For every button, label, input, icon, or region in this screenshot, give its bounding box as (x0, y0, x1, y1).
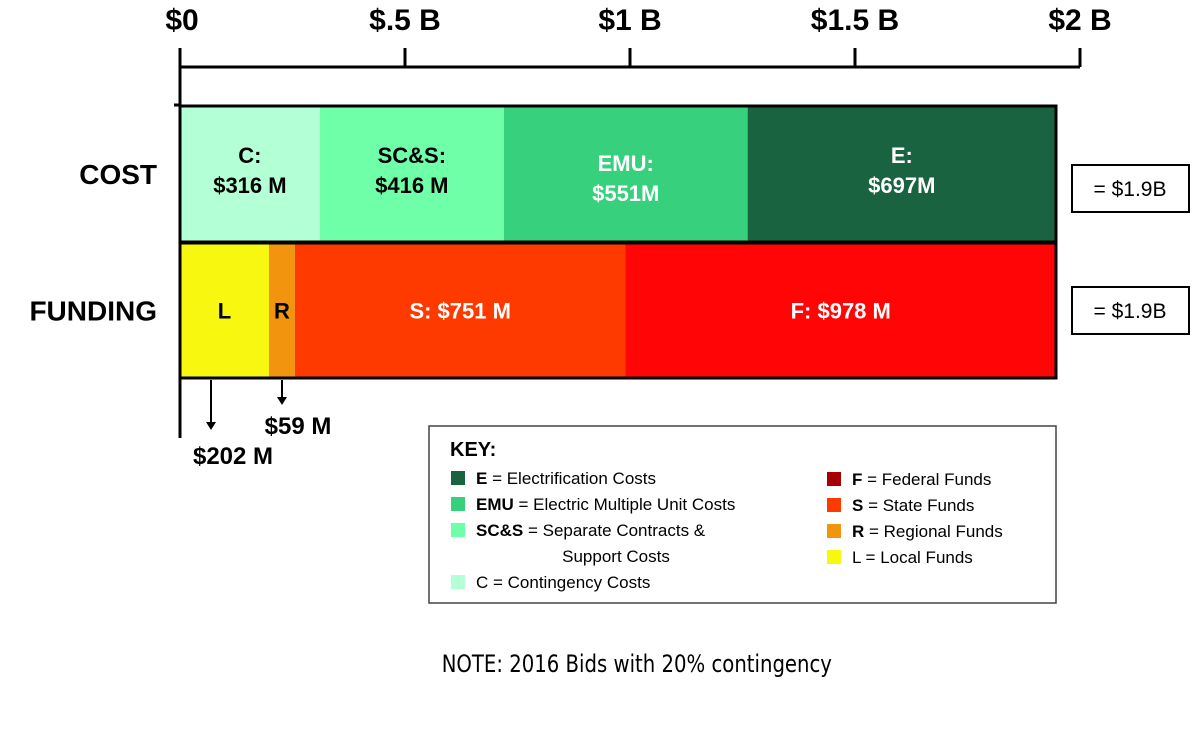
bar-segment-label: SC&S: (378, 143, 446, 168)
total-label: = $1.9B (1094, 300, 1167, 323)
key-swatch (451, 575, 465, 589)
row-totals: = $1.9B = $1.9B (1071, 164, 1190, 335)
bar-segment (180, 106, 320, 242)
key-swatch (827, 550, 841, 564)
bar-segment-label: L (218, 299, 231, 324)
key-item-label: R = Regional Funds (852, 522, 1003, 541)
bar-segment (180, 243, 269, 378)
stacked-bars: COST C: $316 M SC&S: $416 M EMU: $551M E: $697M F… (29, 104, 1058, 380)
x-tick-label: $0 (165, 4, 198, 37)
key-item-abbr: F (852, 470, 862, 489)
row-label: COST (79, 159, 157, 190)
key-swatch (451, 471, 465, 485)
key-item-abbr: EMU (476, 495, 514, 514)
key-swatch (451, 523, 465, 537)
annotation-arrowhead (277, 397, 287, 405)
key-item-text: = Electric Multiple Unit Costs (514, 495, 736, 514)
legend-key: KEY: E = Electrification Costs EMU = Elect… (428, 425, 1057, 604)
key-item-label: E = Electrification Costs (476, 469, 656, 488)
key-item-text: C = Contingency Costs (476, 573, 650, 592)
x-tick-label: $.5 B (369, 4, 441, 37)
key-swatch (827, 472, 841, 486)
x-tick-label: $1 B (598, 4, 661, 37)
bar-outline (178, 241, 1058, 380)
key-box (428, 425, 1057, 604)
key-swatch (451, 497, 465, 511)
key-item-label: S = State Funds (852, 496, 974, 515)
x-axis: $0 $.5 B $1 B $1.5 B $2 B (165, 4, 1112, 438)
x-tick-label: $1.5 B (811, 4, 899, 37)
bar-segment-label: R (274, 299, 290, 324)
key-item-abbr: R (852, 522, 864, 541)
x-tick-label: $2 B (1048, 4, 1111, 37)
key-item-abbr: E (476, 469, 487, 488)
bar-segment-label: C: (238, 143, 261, 168)
key-item-text: = Electrification Costs (487, 469, 656, 488)
key-item-text: = Separate Contracts & (523, 521, 706, 540)
bar-segment (268, 243, 295, 378)
key-swatch (827, 524, 841, 538)
key-item-text: = Regional Funds (864, 522, 1002, 541)
key-item-label-cont: Support Costs (562, 547, 670, 566)
key-item-label: EMU = Electric Multiple Unit Costs (476, 495, 735, 514)
bar-segment-label: E: (891, 143, 913, 168)
bar-segment-label: $316 M (213, 173, 286, 198)
bar-annotations: $202 M $59 M (193, 380, 331, 470)
bar-segment (625, 243, 1056, 378)
annotation-label: $202 M (193, 443, 273, 470)
row-label: FUNDING (29, 296, 157, 327)
bar-segment-label: EMU: (598, 151, 654, 176)
key-item-abbr: S (852, 496, 863, 515)
key-item-abbr: SC&S (476, 521, 523, 540)
bar-segment-label: $416 M (375, 173, 448, 198)
key-item-text: = Federal Funds (862, 470, 991, 489)
total-label: = $1.9B (1094, 178, 1167, 201)
key-item-text: L = Local Funds (852, 548, 973, 567)
key-item-label: C = Contingency Costs (476, 573, 650, 592)
key-item-label: L = Local Funds (852, 548, 973, 567)
key-item-label: F = Federal Funds (852, 470, 991, 489)
bar-segment (747, 106, 1056, 242)
total-box (1071, 164, 1190, 213)
chart-note: NOTE: 2016 Bids with 20% contingency (442, 651, 832, 678)
bar-segment-label: F: $978 M (791, 299, 891, 324)
bar-segment-label: $697M (868, 173, 935, 198)
bar-segment (503, 106, 748, 242)
bar-segment (294, 243, 626, 378)
annotation-arrowhead (206, 422, 216, 430)
key-item-text: = State Funds (863, 496, 974, 515)
bar-segment-label: $551M (592, 181, 659, 206)
key-swatch (827, 498, 841, 512)
bar-segment-label: S: $751 M (409, 299, 511, 324)
annotation-label: $59 M (265, 413, 332, 440)
total-box (1071, 286, 1190, 335)
key-item-label: SC&S = Separate Contracts & (476, 521, 706, 540)
bar-segment (319, 106, 504, 242)
key-title: KEY: (450, 439, 496, 461)
